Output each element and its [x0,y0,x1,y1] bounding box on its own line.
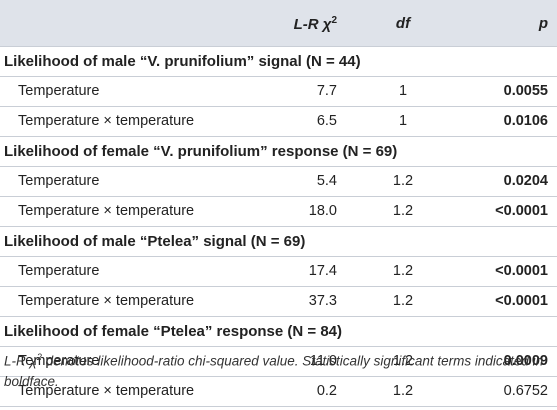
row-df: 1.2 [392,383,414,399]
header-df: df [395,15,411,32]
header-lr-chi2-text: L-R χ [293,16,332,33]
row-df: 1 [398,83,408,99]
row-p-value: 0.0204 [503,173,548,189]
section-title: Likelihood of female “Ptelea” response (… [4,323,343,340]
section-title: Likelihood of female “V. prunifolium” re… [4,143,398,160]
row-term: Temperature × temperature [18,293,195,309]
row-p-value: <0.0001 [495,263,548,279]
section-header-row: Likelihood of male “Ptelea” signal (N = … [0,227,557,257]
row-df: 1.2 [392,263,414,279]
row-lr-chi2: 37.3 [308,293,337,309]
footnote-prefix: L-R χ [4,353,37,369]
row-p-value: 0.6752 [503,383,548,399]
row-term: Temperature × temperature [18,113,195,129]
row-p-value: <0.0001 [495,203,548,219]
row-lr-chi2: 18.0 [308,203,337,219]
row-lr-chi2: 0.2 [316,383,337,399]
table-row: Temperature × temperature 18.0 1.2 <0.0001 [0,197,557,227]
row-lr-chi2: 5.4 [316,173,337,189]
footnote-text: denotes likelihood-ratio chi-squared val… [4,353,544,389]
row-term: Temperature [18,263,100,279]
row-p-value: 0.0106 [503,113,548,129]
row-p-value: 0.0055 [503,83,548,99]
table-footnote: L-R χ2 denotes likelihood-ratio chi-squa… [4,347,552,392]
row-df: 1 [398,113,408,129]
row-term: Temperature × temperature [18,383,195,399]
row-lr-chi2: 17.4 [308,263,337,279]
row-term: Temperature × temperature [18,203,195,219]
section-title: Likelihood of male “Ptelea” signal (N = … [4,233,306,250]
table-row: Temperature 17.4 1.2 <0.0001 [0,257,557,287]
table-header: L-R χ2 df p [0,0,557,47]
table-row: Temperature 11.0 1.2 0.0009 [0,347,557,377]
row-df: 1.2 [392,353,414,369]
row-lr-chi2: 11.0 [309,353,337,369]
row-df: 1.2 [392,203,414,219]
table-row: Temperature × temperature 6.5 1 0.0106 [0,107,557,137]
footnote-sup: 2 [36,352,42,362]
row-term: Temperature [18,173,100,189]
row-p-value: <0.0001 [495,293,548,309]
section-header-row: Likelihood of female “V. prunifolium” re… [0,137,557,167]
row-term: Temperature [18,353,100,369]
table-body: Likelihood of male “V. prunifolium” sign… [0,47,557,407]
row-lr-chi2: 6.5 [316,113,337,129]
table-row: Temperature × temperature 0.2 1.2 0.6752 [0,377,557,407]
table-row: Temperature × temperature 37.3 1.2 <0.0001 [0,287,557,317]
header-lr-chi2-sup: 2 [331,15,337,26]
table-row: Temperature 7.7 1 0.0055 [0,77,557,107]
row-lr-chi2: 7.7 [316,83,337,99]
row-df: 1.2 [392,173,414,189]
row-df: 1.2 [392,293,414,309]
section-header-row: Likelihood of female “Ptelea” response (… [0,317,557,347]
header-lr-chi2: L-R χ2 [227,15,337,33]
row-p-value: 0.0009 [503,353,548,369]
table-row: Temperature 5.4 1.2 0.0204 [0,167,557,197]
header-p: p [538,15,548,32]
section-title: Likelihood of male “V. prunifolium” sign… [4,53,361,70]
section-header-row: Likelihood of male “V. prunifolium” sign… [0,47,557,77]
row-term: Temperature [18,83,100,99]
